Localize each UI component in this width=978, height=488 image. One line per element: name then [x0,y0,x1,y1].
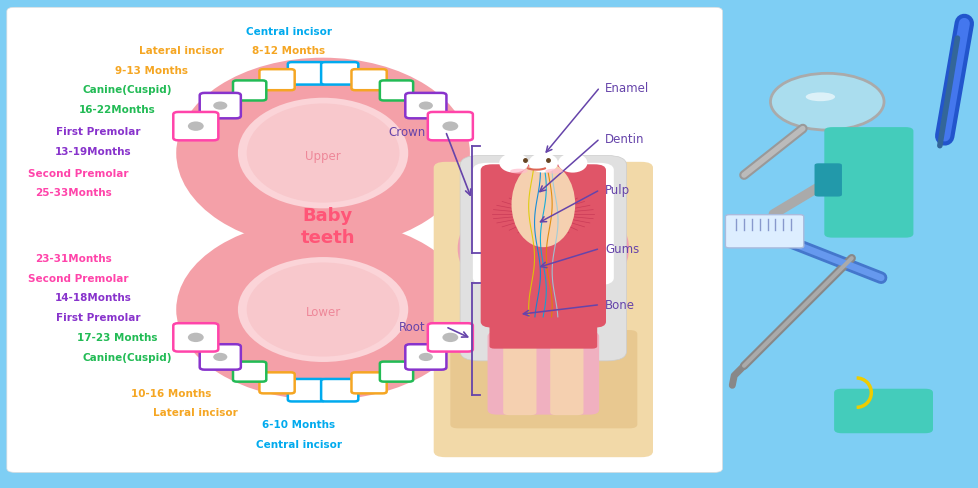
Text: Bone: Bone [604,299,635,311]
Text: Baby
teeth: Baby teeth [300,207,355,247]
Text: Dentin: Dentin [604,133,644,145]
FancyBboxPatch shape [259,70,294,91]
Ellipse shape [419,102,432,110]
Text: 23-31Months: 23-31Months [35,254,111,264]
FancyBboxPatch shape [833,389,932,433]
Circle shape [770,74,883,131]
Text: Central incisor: Central incisor [255,439,341,449]
FancyBboxPatch shape [814,164,841,197]
FancyBboxPatch shape [288,379,325,402]
Text: Second Premolar: Second Premolar [28,273,128,283]
Text: Central incisor: Central incisor [245,27,332,37]
FancyBboxPatch shape [173,324,218,352]
Ellipse shape [176,59,469,249]
FancyBboxPatch shape [233,362,266,382]
FancyBboxPatch shape [433,163,652,457]
FancyBboxPatch shape [450,330,637,428]
Ellipse shape [442,333,458,343]
Text: Lateral incisor: Lateral incisor [154,407,238,417]
FancyBboxPatch shape [405,94,446,119]
Text: 10-16 Months: 10-16 Months [131,388,211,398]
Ellipse shape [176,220,469,400]
FancyBboxPatch shape [321,63,358,85]
Ellipse shape [557,154,587,173]
Text: 13-19Months: 13-19Months [55,146,131,156]
FancyBboxPatch shape [427,113,472,141]
Ellipse shape [805,93,834,102]
FancyBboxPatch shape [427,324,472,352]
Text: 14-18Months: 14-18Months [55,293,131,303]
FancyBboxPatch shape [379,362,413,382]
Text: 25-33Months: 25-33Months [35,188,111,198]
FancyBboxPatch shape [823,128,912,238]
Text: Canine(Cuspid): Canine(Cuspid) [82,352,172,362]
Ellipse shape [499,154,528,173]
FancyBboxPatch shape [489,295,597,349]
FancyBboxPatch shape [288,63,325,85]
FancyBboxPatch shape [173,113,218,141]
FancyBboxPatch shape [487,332,599,415]
Text: First Premolar: First Premolar [56,127,140,137]
FancyBboxPatch shape [472,163,613,285]
FancyBboxPatch shape [460,156,626,361]
FancyBboxPatch shape [351,70,386,91]
FancyBboxPatch shape [480,165,605,328]
Ellipse shape [213,102,227,110]
Text: 17-23 Months: 17-23 Months [77,333,157,343]
Ellipse shape [246,104,399,203]
Text: Gums: Gums [604,243,639,255]
Text: Lower: Lower [305,306,340,319]
Text: Canine(Cuspid): Canine(Cuspid) [82,85,172,95]
FancyBboxPatch shape [379,81,413,102]
Ellipse shape [238,99,408,209]
Ellipse shape [458,190,629,307]
Ellipse shape [511,162,575,247]
Text: Lateral incisor: Lateral incisor [139,46,223,56]
FancyBboxPatch shape [321,379,358,402]
FancyBboxPatch shape [233,81,266,102]
Ellipse shape [188,333,203,343]
FancyBboxPatch shape [351,373,386,393]
FancyBboxPatch shape [550,344,583,415]
FancyBboxPatch shape [503,344,536,415]
Text: Second Premolar: Second Premolar [28,168,128,178]
Ellipse shape [510,169,527,174]
Ellipse shape [246,263,399,357]
FancyBboxPatch shape [405,345,446,370]
FancyBboxPatch shape [7,8,722,472]
Text: Enamel: Enamel [604,81,648,94]
FancyBboxPatch shape [200,345,241,370]
FancyBboxPatch shape [725,215,803,248]
Ellipse shape [188,122,203,132]
Text: Crown: Crown [388,125,425,138]
FancyBboxPatch shape [259,373,294,393]
Text: 16-22Months: 16-22Months [79,105,156,115]
Text: 8-12 Months: 8-12 Months [252,46,325,56]
Text: Upper: Upper [305,150,340,163]
Text: Root: Root [399,321,425,333]
Ellipse shape [545,169,562,174]
Ellipse shape [213,353,227,361]
Text: First Premolar: First Premolar [56,312,140,322]
Text: 9-13 Months: 9-13 Months [115,66,188,76]
Ellipse shape [442,122,458,132]
Ellipse shape [238,258,408,362]
FancyBboxPatch shape [200,94,241,119]
Ellipse shape [528,154,557,173]
Ellipse shape [419,353,432,361]
Text: 6-10 Months: 6-10 Months [262,420,334,429]
Text: Pulp: Pulp [604,184,630,197]
